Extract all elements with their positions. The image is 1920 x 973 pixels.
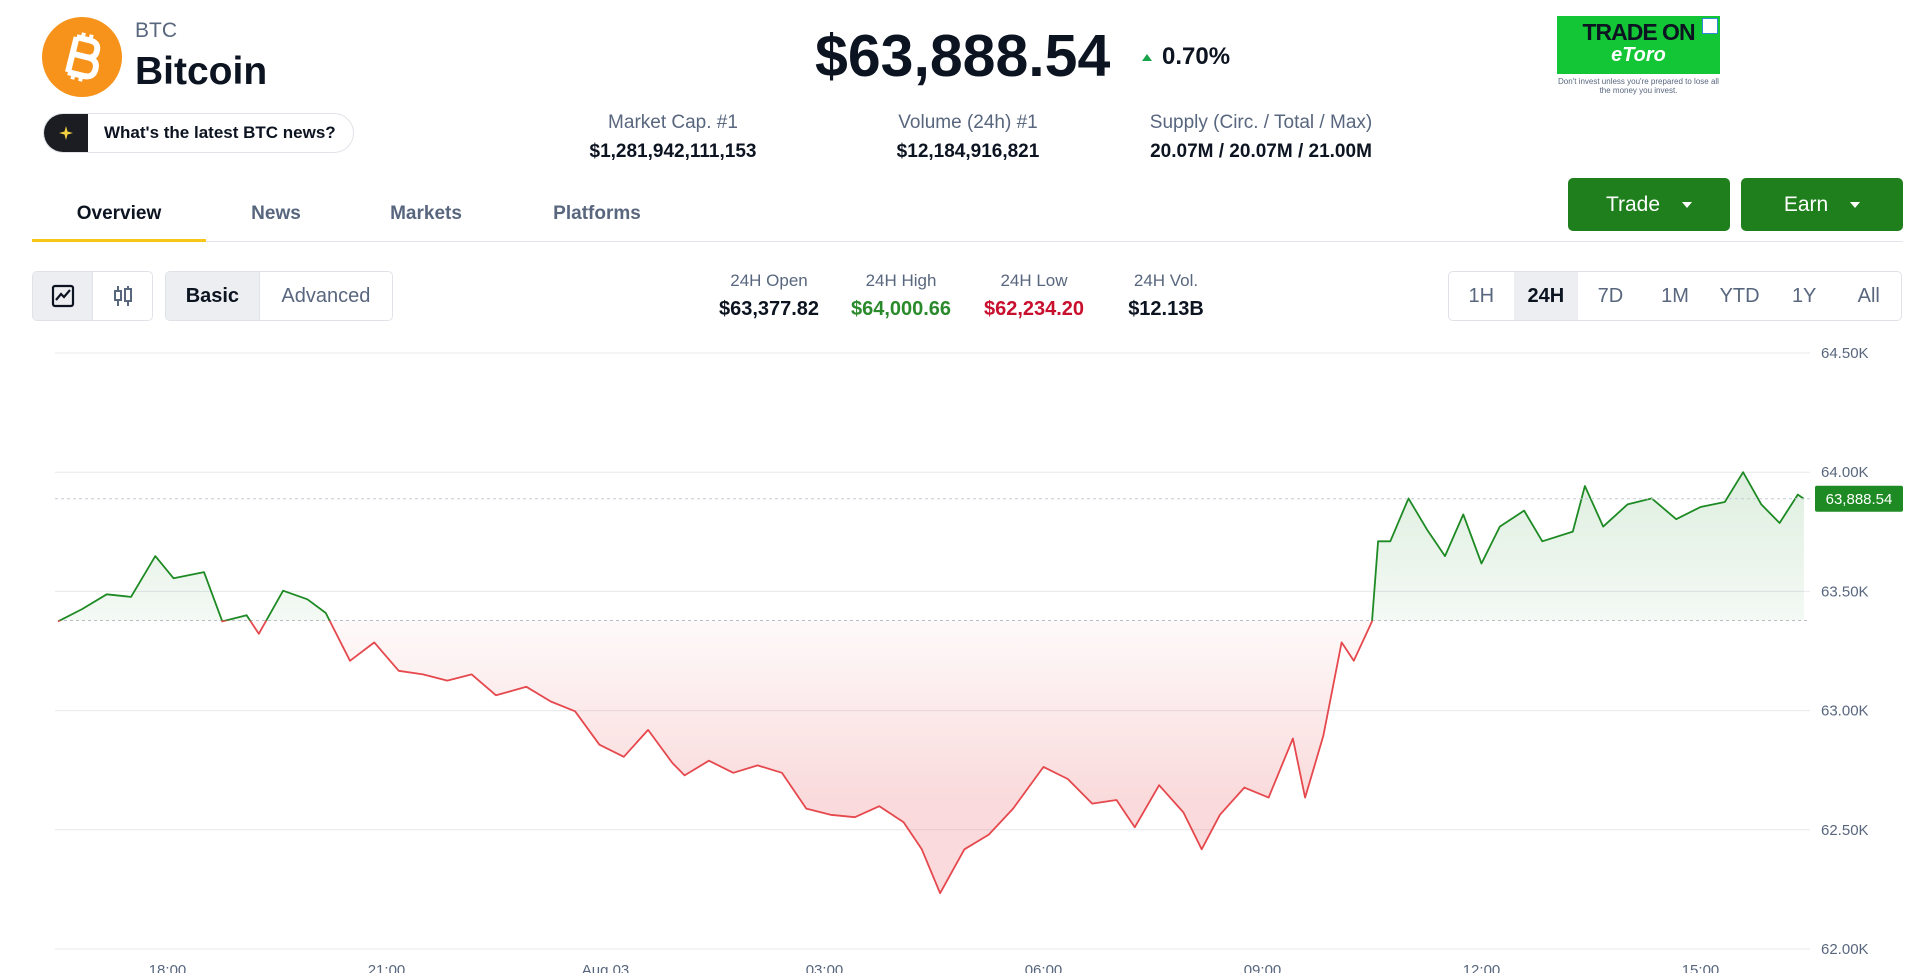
x-tick-label: 18:00 xyxy=(149,962,187,973)
range-toggle: 1H 24H 7D 1M YTD 1Y All xyxy=(1448,271,1902,321)
range-button[interactable]: 7D xyxy=(1597,284,1624,307)
stat-label: Market Cap. #1 xyxy=(608,112,738,133)
day-stat-value: $63,377.82 xyxy=(718,298,820,320)
tab[interactable]: Overview xyxy=(76,203,162,224)
ad-brand: eToro xyxy=(1611,44,1666,66)
x-tick-label: 15:00 xyxy=(1682,962,1720,973)
coin-name: Bitcoin xyxy=(135,50,268,93)
ad-choices[interactable] xyxy=(1702,18,1718,34)
range-button[interactable]: 1Y xyxy=(1791,284,1817,307)
price: $63,888.54 xyxy=(815,23,1111,89)
day-stat-value: $62,234.20 xyxy=(983,298,1085,320)
day-stat-label: 24H High xyxy=(865,271,937,290)
view-mode-toggle: Basic Advanced xyxy=(165,271,393,321)
line-chart-icon[interactable] xyxy=(33,272,92,320)
x-tick-label: 12:00 xyxy=(1463,962,1501,973)
day-stat-label: 24H Vol. xyxy=(1133,271,1199,290)
caret xyxy=(1850,201,1861,208)
tab[interactable]: Markets xyxy=(390,203,462,224)
view-mode[interactable]: Advanced xyxy=(258,272,392,320)
stat-value: $12,184,916,821 xyxy=(896,141,1040,162)
y-tick-label: 64.50K xyxy=(1821,345,1869,362)
change-text: 0.70% xyxy=(1162,43,1231,70)
action-button[interactable]: Earn xyxy=(1741,178,1903,231)
tab-underline xyxy=(32,239,206,242)
y-tick-label: 62.50K xyxy=(1821,822,1869,839)
action-button[interactable]: Trade xyxy=(1568,178,1730,231)
price-line xyxy=(57,471,1805,895)
button-label: Trade xyxy=(1605,192,1661,216)
ad-banner[interactable]: TRADE ON eToro xyxy=(1557,16,1720,74)
view-mode[interactable]: Basic xyxy=(166,272,259,320)
tab-divider xyxy=(32,241,1903,242)
day-stat-value: $64,000.66 xyxy=(850,298,952,320)
chart-type-toggle xyxy=(32,271,153,321)
y-tick-label: 63.00K xyxy=(1821,703,1869,720)
tab[interactable]: Platforms xyxy=(553,203,641,224)
last-price-tag xyxy=(1815,485,1903,512)
coin-symbol: BTC xyxy=(135,19,177,42)
range-button[interactable]: All xyxy=(1857,284,1880,307)
ad-headline: TRADE ON xyxy=(1582,19,1695,45)
stat-label: Supply (Circ. / Total / Max) xyxy=(1149,112,1373,133)
stat-label: Volume (24h) #1 xyxy=(898,112,1038,133)
tab[interactable]: News xyxy=(251,203,301,224)
y-tick-label: 64.00K xyxy=(1821,464,1869,481)
day-stat-value: $12.13B xyxy=(1128,298,1204,320)
button-label: Earn xyxy=(1783,192,1829,216)
x-tick-label: 09:00 xyxy=(1244,962,1282,973)
x-tick-label: 06:00 xyxy=(1025,962,1063,973)
price-change: 0.70% xyxy=(1142,43,1230,71)
y-tick-label: 63.50K xyxy=(1821,583,1869,600)
x-tick-label: 21:00 xyxy=(368,962,406,973)
y-tick-label: 62.00K xyxy=(1821,941,1869,958)
x-tick-label: Aug 03 xyxy=(582,962,630,973)
day-stat-label: 24H Open xyxy=(730,271,808,290)
day-stat-label: 24H Low xyxy=(1000,271,1068,290)
caret xyxy=(1682,201,1693,208)
stat-value: $1,281,942,111,153 xyxy=(589,141,757,162)
x-tick-label: 03:00 xyxy=(806,962,844,973)
last-price-label: 63,888.54 xyxy=(1826,491,1893,508)
price-area xyxy=(58,472,1804,894)
candle-chart-icon[interactable] xyxy=(92,272,152,320)
news-prompt: What's the latest BTC news? xyxy=(104,123,336,142)
news-pill[interactable]: What's the latest BTC news? xyxy=(43,113,354,153)
sparkle-icon xyxy=(44,114,88,152)
range-button[interactable]: 24H xyxy=(1513,272,1579,320)
range-button[interactable]: 1H xyxy=(1468,284,1495,307)
coin-logo xyxy=(42,17,122,97)
range-button[interactable]: YTD xyxy=(1719,284,1760,307)
range-button[interactable]: 1M xyxy=(1661,284,1689,307)
stat-value: 20.07M / 20.07M / 21.00M xyxy=(1150,141,1372,162)
ad-disclaimer: Don't invest unless you're prepared to l… xyxy=(1558,77,1719,95)
